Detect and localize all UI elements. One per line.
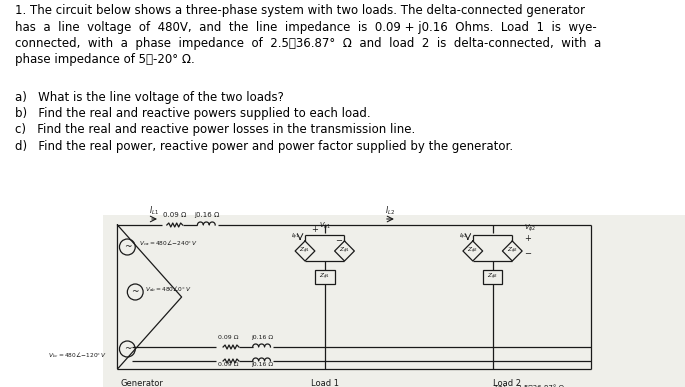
Text: 0.09 Ω: 0.09 Ω [163, 212, 186, 218]
Text: $V_{bc}=480\angle{-120°}\,V$: $V_{bc}=480\angle{-120°}\,V$ [49, 350, 108, 360]
Text: $V_{ab}=480\angle{0°}\,V$: $V_{ab}=480\angle{0°}\,V$ [145, 284, 192, 294]
Bar [103, 215, 685, 387]
Text: Load 1: Load 1 [311, 379, 339, 387]
Text: $Z_{\phi1}$: $Z_{\phi1}$ [299, 246, 310, 256]
Text: j0.16 Ω: j0.16 Ω [251, 362, 273, 367]
Text: c)   Find the real and reactive power losses in the transmission line.: c) Find the real and reactive power loss… [15, 123, 415, 137]
Text: ~: ~ [123, 344, 131, 353]
Text: ~: ~ [123, 243, 131, 252]
Text: j0.16 Ω: j0.16 Ω [195, 212, 220, 218]
Text: Load 2: Load 2 [493, 379, 521, 387]
Text: 0.09 Ω: 0.09 Ω [218, 335, 238, 340]
Text: 0.09 Ω: 0.09 Ω [218, 362, 238, 367]
Text: Zφ1 = 2.5⍠36.87° Ω: Zφ1 = 2.5⍠36.87° Ω [493, 385, 564, 387]
Bar [315, 270, 334, 284]
Text: $Z_{\phi2}$: $Z_{\phi2}$ [507, 246, 518, 256]
Text: $Z_{\phi1}$: $Z_{\phi1}$ [319, 272, 330, 282]
Bar [483, 270, 502, 284]
Text: b)   Find the real and reactive powers supplied to each load.: b) Find the real and reactive powers sup… [15, 107, 371, 120]
Text: connected,  with  a  phase  impedance  of  2.5⍠36.87°  Ω  and  load  2  is  delt: connected, with a phase impedance of 2.5… [15, 37, 601, 50]
Text: $Z_{\phi1}$: $Z_{\phi1}$ [339, 246, 350, 256]
Text: $V_{\phi2}$: $V_{\phi2}$ [524, 223, 536, 234]
Text: +: + [312, 225, 319, 234]
Text: $Z_{\phi2}$: $Z_{\phi2}$ [467, 246, 478, 256]
Text: $V_{ca}=480\angle{-240°}\,V$: $V_{ca}=480\angle{-240°}\,V$ [139, 238, 198, 248]
Text: $I_{\phi1}$: $I_{\phi1}$ [291, 232, 300, 242]
Text: −: − [335, 236, 342, 245]
Text: $V_{\phi1}$: $V_{\phi1}$ [319, 221, 331, 232]
Text: $I_{\phi2}$: $I_{\phi2}$ [459, 232, 468, 242]
Text: d)   Find the real power, reactive power and power factor supplied by the genera: d) Find the real power, reactive power a… [15, 140, 513, 153]
Text: +: + [524, 234, 531, 243]
Text: 1. The circuit below shows a three-phase system with two loads. The delta-connec: 1. The circuit below shows a three-phase… [15, 4, 585, 17]
Text: $I_{L2}$: $I_{L2}$ [386, 204, 395, 217]
Text: ~: ~ [132, 288, 139, 296]
Text: a)   What is the line voltage of the two loads?: a) What is the line voltage of the two l… [15, 91, 284, 103]
Text: Generator: Generator [121, 379, 164, 387]
Text: phase impedance of 5⍠-20° Ω.: phase impedance of 5⍠-20° Ω. [15, 53, 195, 67]
Text: −: − [524, 249, 531, 258]
Text: has  a  line  voltage  of  480V,  and  the  line  impedance  is  0.09 + j0.16  O: has a line voltage of 480V, and the line… [15, 21, 597, 34]
Text: $Z_{\phi2}$: $Z_{\phi2}$ [487, 272, 498, 282]
Text: $I_{L1}$: $I_{L1}$ [149, 204, 160, 217]
Text: j0.16 Ω: j0.16 Ω [251, 335, 273, 340]
